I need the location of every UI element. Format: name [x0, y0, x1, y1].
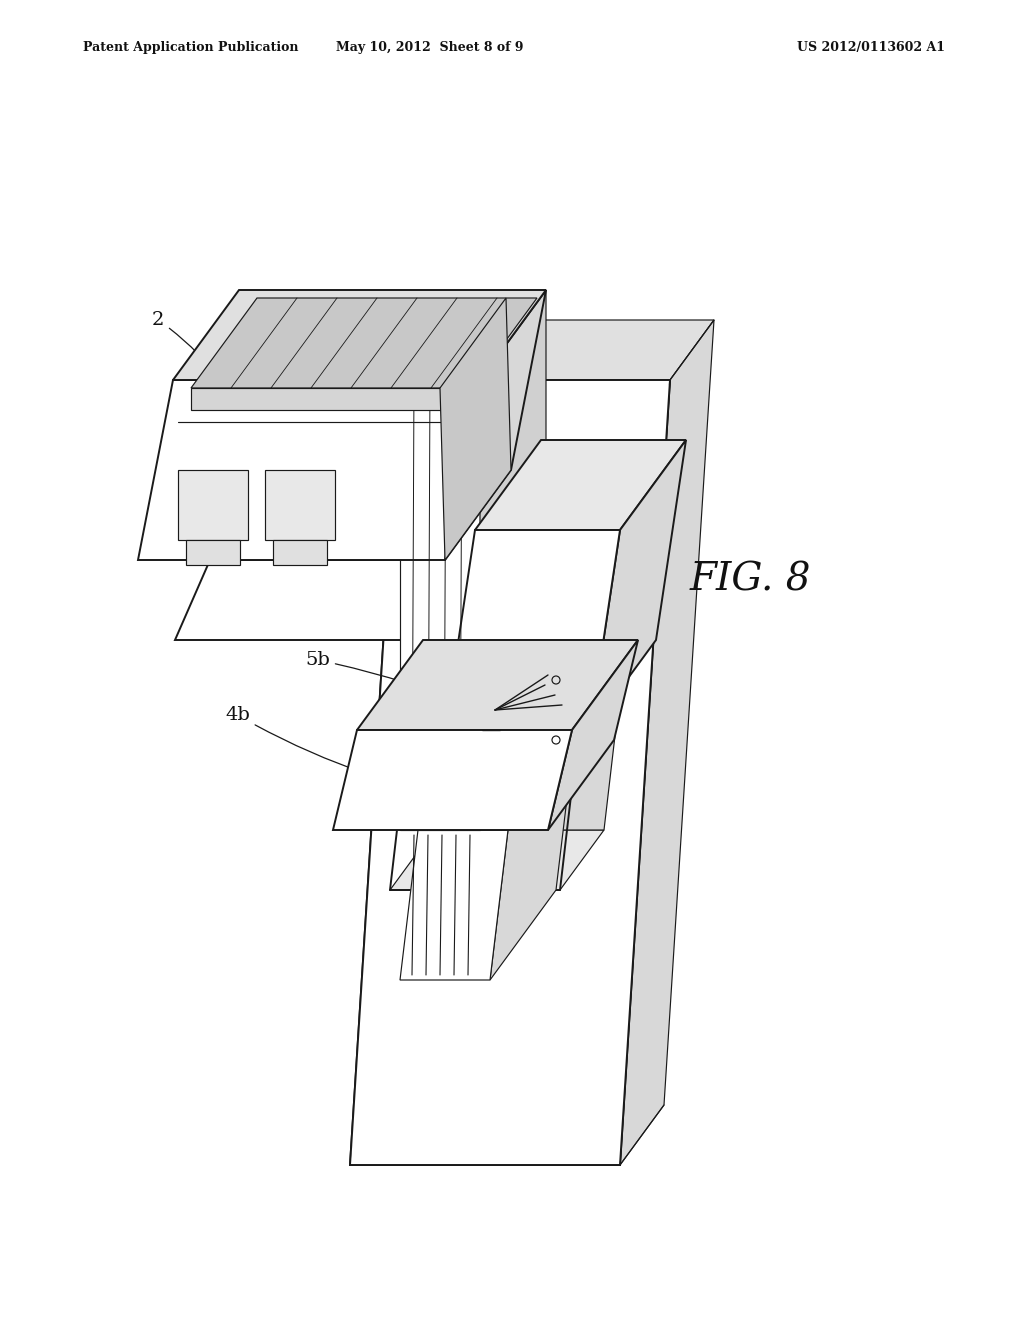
Polygon shape: [400, 830, 508, 979]
Polygon shape: [273, 540, 327, 565]
Polygon shape: [445, 290, 546, 560]
Polygon shape: [548, 640, 638, 830]
Polygon shape: [333, 730, 572, 830]
Text: 3: 3: [370, 566, 487, 599]
Polygon shape: [191, 388, 471, 411]
Text: May 10, 2012  Sheet 8 of 9: May 10, 2012 Sheet 8 of 9: [336, 41, 523, 54]
Polygon shape: [350, 380, 425, 1166]
Text: 31: 31: [522, 846, 555, 878]
Text: Patent Application Publication: Patent Application Publication: [83, 41, 299, 54]
Polygon shape: [560, 380, 670, 1166]
Polygon shape: [173, 290, 546, 380]
Polygon shape: [138, 380, 480, 560]
Polygon shape: [590, 440, 686, 730]
Polygon shape: [400, 380, 670, 590]
Text: 2: 2: [152, 312, 259, 447]
Polygon shape: [445, 531, 620, 730]
Text: FIG. 8: FIG. 8: [690, 561, 811, 598]
Polygon shape: [480, 290, 546, 830]
Polygon shape: [175, 560, 480, 640]
Polygon shape: [445, 470, 546, 640]
Polygon shape: [178, 470, 248, 540]
Polygon shape: [400, 380, 480, 830]
Text: 4b: 4b: [225, 706, 368, 774]
Polygon shape: [265, 470, 335, 540]
Polygon shape: [390, 830, 604, 890]
Polygon shape: [490, 741, 574, 979]
Polygon shape: [191, 298, 537, 388]
Polygon shape: [440, 298, 511, 560]
Polygon shape: [350, 380, 670, 1166]
Polygon shape: [350, 890, 620, 1166]
Polygon shape: [434, 531, 639, 830]
Text: US 2012/0113602 A1: US 2012/0113602 A1: [797, 41, 945, 54]
Polygon shape: [400, 319, 714, 380]
Polygon shape: [620, 319, 714, 1166]
Polygon shape: [186, 540, 240, 565]
Polygon shape: [357, 640, 638, 730]
Text: 5b: 5b: [305, 651, 477, 709]
Polygon shape: [475, 440, 686, 531]
